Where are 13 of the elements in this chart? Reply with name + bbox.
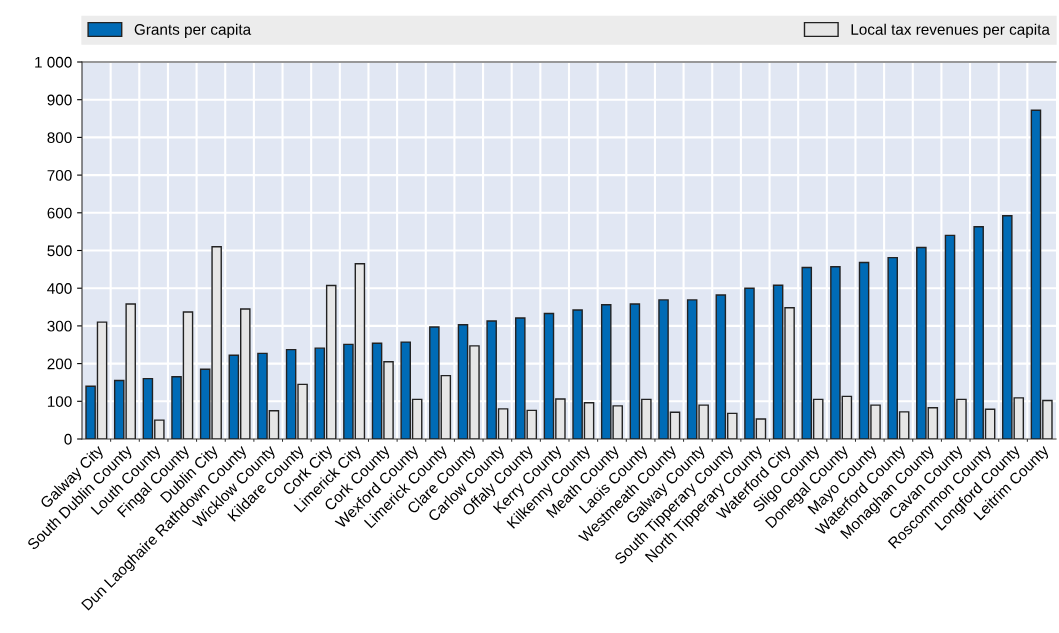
- y-tick-label: 1 000: [35, 56, 72, 68]
- y-tick-label: 400: [47, 283, 72, 294]
- y-tick-label: 300: [47, 320, 72, 332]
- y-tick-label: 600: [47, 207, 72, 219]
- y-tick-label: 100: [47, 396, 72, 407]
- y-tick-label: 800: [47, 132, 72, 144]
- y-tick-label: 700: [47, 169, 72, 181]
- legend-label: Local tax revenues per capita: [851, 23, 1050, 38]
- y-tick-label: 500: [47, 245, 72, 257]
- legend-label: Grants per capita: [134, 23, 252, 38]
- y-tick-label: 0: [64, 433, 72, 445]
- y-tick-label: 200: [47, 358, 72, 370]
- y-tick-label: 900: [47, 94, 72, 106]
